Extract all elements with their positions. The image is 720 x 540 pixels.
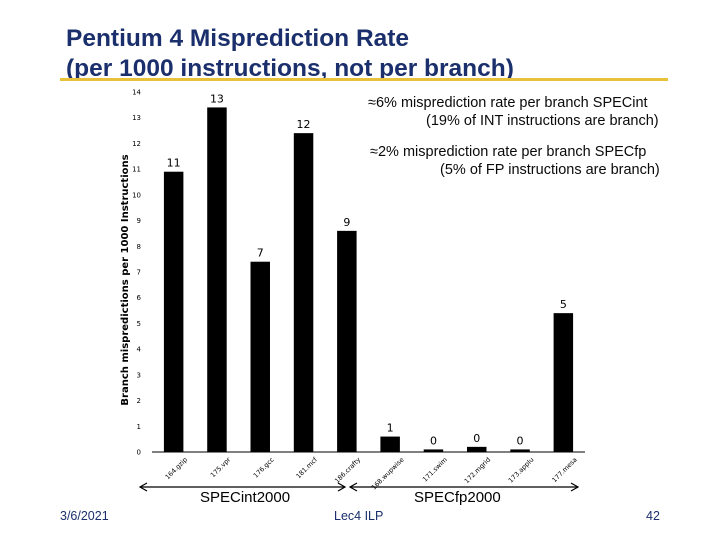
x-tick-label: 172.mgrid — [463, 456, 492, 485]
data-label: 11 — [167, 157, 181, 170]
y-tick-label: 9 — [137, 217, 141, 225]
bar-176.gcc — [250, 261, 270, 452]
note-specfp: ≈2% misprediction rate per branch SPECfp… — [370, 143, 710, 179]
data-label: 5 — [560, 298, 567, 311]
title-line-2: (per 1000 instructions, not per branch) — [66, 55, 514, 82]
note-specfp-line2: (5% of FP instructions are branch) — [440, 162, 660, 178]
slide-title: Pentium 4 Misprediction Rate (per 1000 i… — [66, 24, 706, 84]
bar-168.wupwise — [380, 436, 400, 452]
data-label: 1 — [387, 422, 394, 435]
y-tick-label: 13 — [132, 114, 141, 122]
note-specfp-line1: 2% misprediction rate per branch SPECfp — [377, 144, 647, 160]
bar-172.mgrid — [467, 446, 487, 452]
data-label: 9 — [343, 216, 350, 229]
group-label-specfp: SPECfp2000 — [414, 489, 501, 506]
group-brackets — [138, 482, 580, 492]
approx-icon: ≈ — [370, 144, 378, 160]
bracket-left-arrow-icon — [138, 482, 148, 492]
data-label: 7 — [257, 247, 264, 260]
note-specint: ≈6% misprediction rate per branch SPECin… — [368, 94, 708, 130]
bar-175.vpr — [207, 107, 227, 452]
x-tick-label: 173.applu — [507, 456, 536, 485]
y-tick-label: 10 — [132, 191, 141, 199]
footer-page-number: 42 — [646, 509, 660, 523]
note-specint-line2: (19% of INT instructions are branch) — [426, 113, 659, 129]
x-tick-label: 168.wupwise — [370, 456, 406, 492]
data-label: 12 — [297, 118, 311, 131]
x-tick-label: 186.crafty — [333, 456, 362, 485]
y-tick-label: 5 — [137, 320, 141, 328]
footer-date: 3/6/2021 — [60, 509, 109, 523]
title-underline — [60, 78, 668, 81]
bracket-right-arrow-icon — [570, 482, 580, 492]
x-tick-label: 175.vpr — [209, 456, 233, 480]
data-label: 0 — [473, 432, 480, 445]
y-tick-label: 4 — [137, 346, 142, 354]
bars: 11 13 7 12 9 1 0 0 0 5 — [163, 92, 574, 452]
y-tick-label: 2 — [137, 397, 141, 405]
bar-171.swim — [423, 449, 444, 452]
bracket-left-arrow-icon — [348, 482, 358, 492]
bar-173.applu — [510, 449, 530, 452]
data-label: 0 — [430, 434, 437, 447]
bracket-right-arrow-icon — [337, 482, 347, 492]
footer-lecture: Lec4 ILP — [334, 509, 384, 523]
data-label: 13 — [210, 92, 224, 105]
y-tick-label: 3 — [137, 371, 141, 379]
x-tick-label: 177.mesa — [550, 456, 578, 484]
group-label-specint: SPECint2000 — [200, 489, 291, 506]
y-tick-label: 6 — [137, 294, 142, 302]
bar-164.gzip — [163, 171, 184, 452]
bar-186.crafty — [337, 230, 357, 452]
y-tick-label: 0 — [137, 449, 141, 457]
note-specint-line1: 6% misprediction rate per branch SPECint — [375, 95, 648, 111]
x-tick-labels: 164.gzip 175.vpr 176.gcc 181.mcf 186.crafty 1… — [164, 455, 579, 491]
x-tick-label: 171.swim — [421, 456, 449, 484]
y-axis-label: Branch mispredictions per 1000 Instructi… — [120, 154, 131, 405]
data-label: 0 — [517, 434, 524, 447]
bar-177.mesa — [553, 313, 574, 452]
y-tick-label: 8 — [137, 243, 141, 251]
title-line-1: Pentium 4 Misprediction Rate — [66, 25, 410, 52]
approx-icon: ≈ — [368, 95, 376, 111]
x-tick-label: 181.mcf — [294, 455, 319, 480]
y-tick-label: 7 — [137, 269, 141, 277]
y-tick-label: 11 — [132, 166, 141, 174]
bar-181.mcf — [293, 133, 314, 452]
x-tick-label: 176.gcc — [252, 455, 276, 479]
x-tick-label: 164.gzip — [164, 456, 189, 481]
y-tick-label: 1 — [137, 423, 141, 431]
y-tick-label: 14 — [132, 89, 141, 97]
y-tick-label: 12 — [132, 140, 141, 148]
